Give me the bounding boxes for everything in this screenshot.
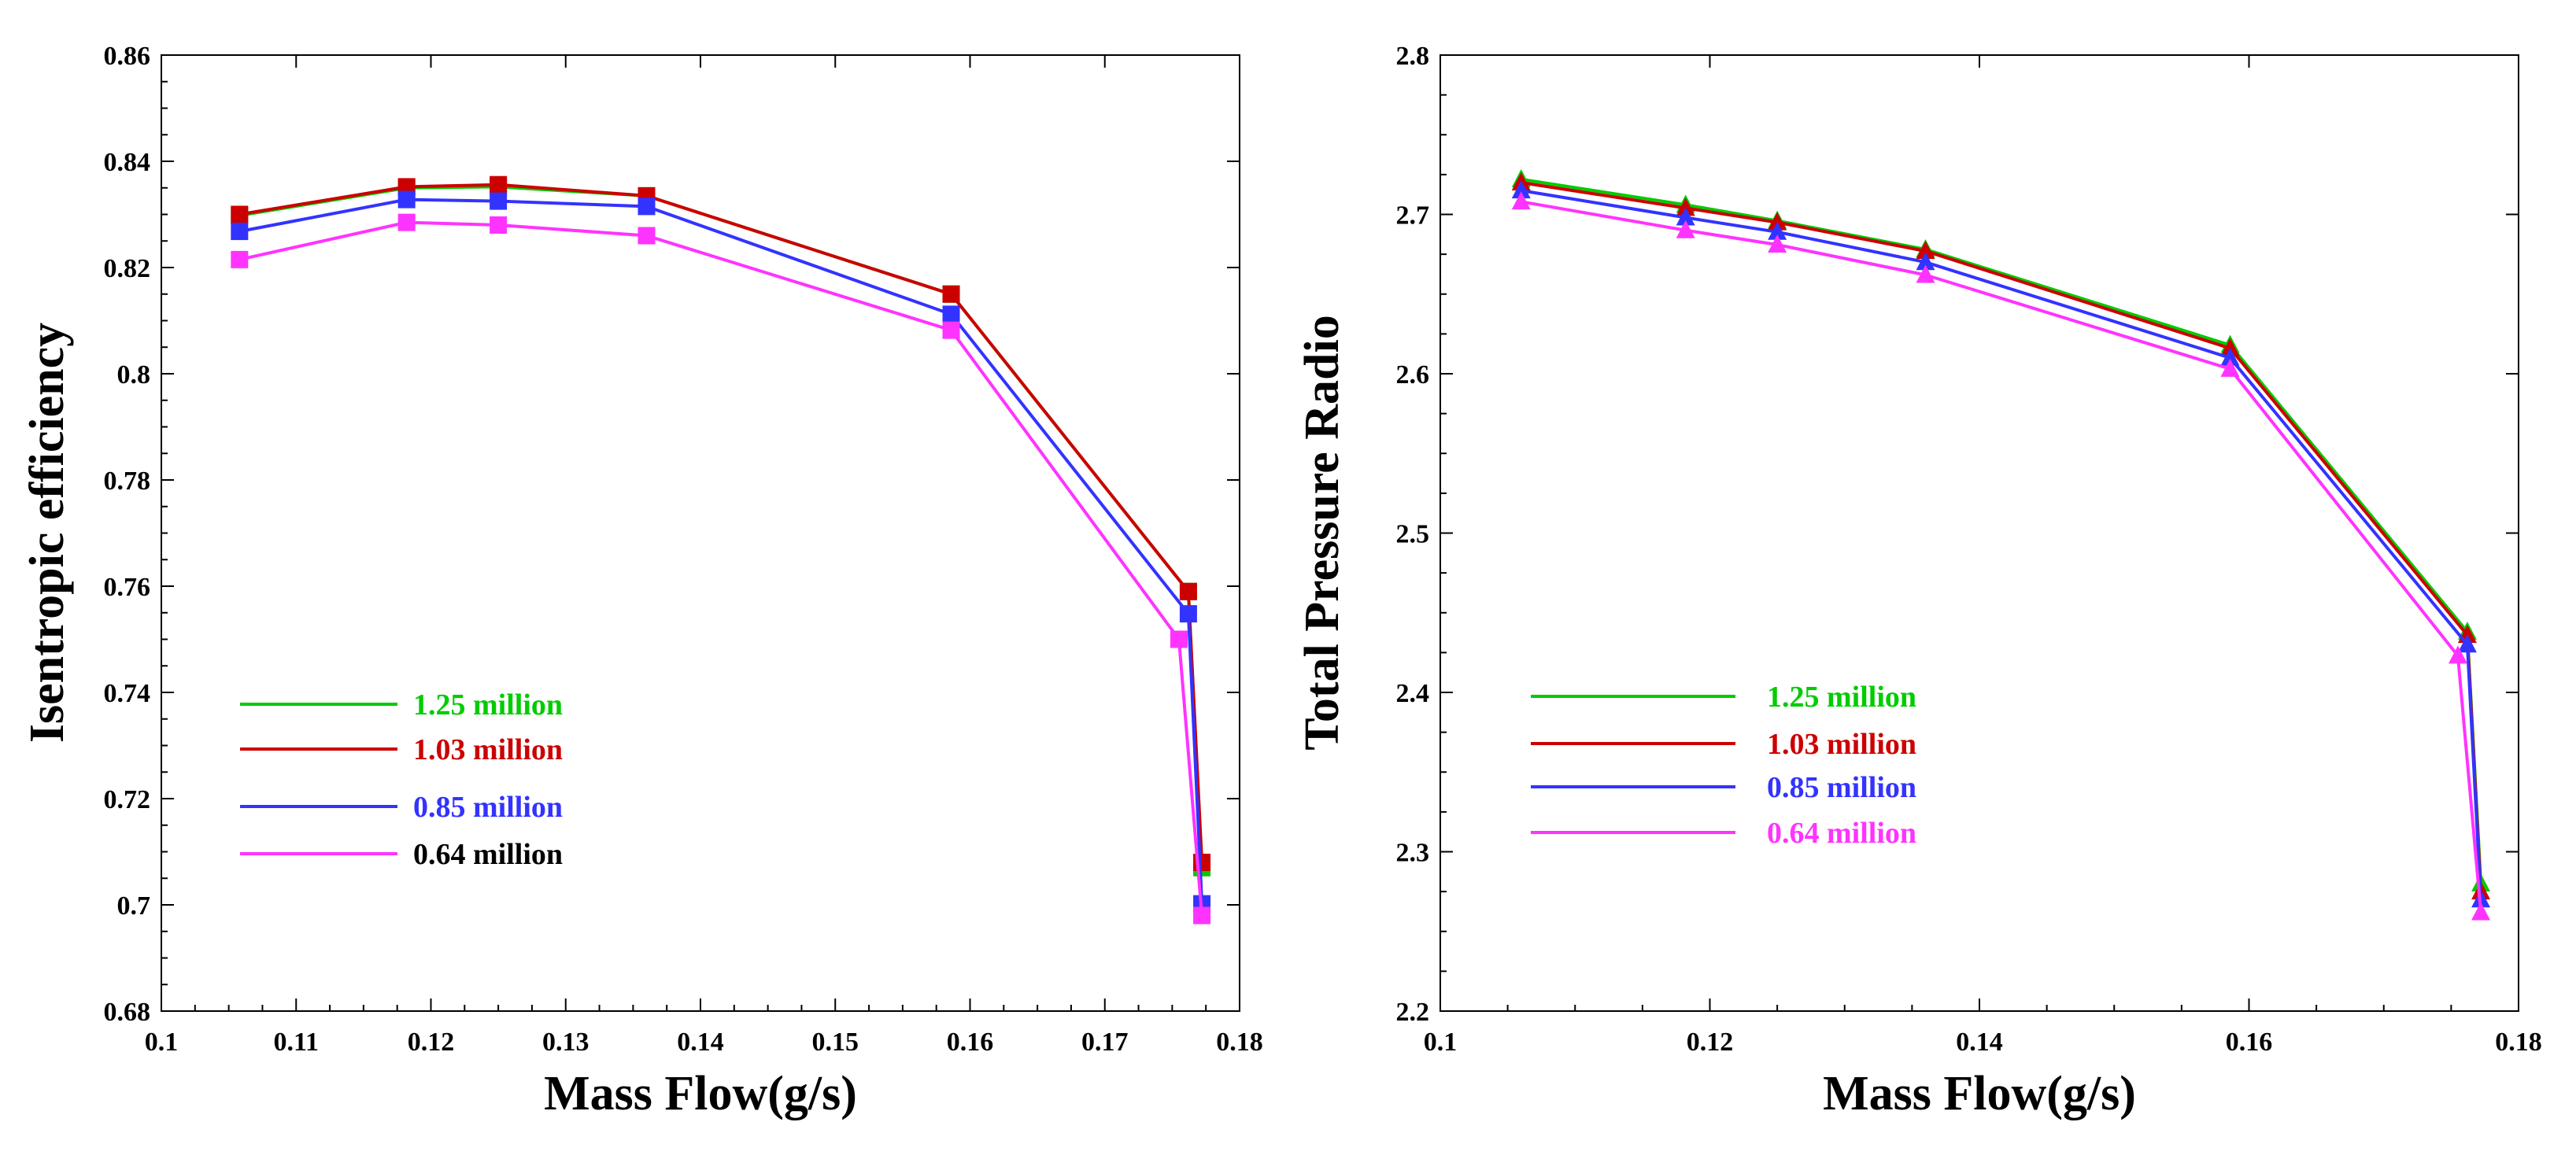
right-x-tick-label: 0.16	[2226, 1028, 2273, 1057]
left-legend-label: 1.03 million	[413, 733, 563, 766]
left-data-point	[942, 321, 960, 339]
left-data-point	[1179, 582, 1197, 600]
left-x-tick-label: 0.17	[1081, 1028, 1129, 1057]
right-y-tick-label: 2.4	[1396, 679, 1430, 708]
left-chart: 0.1 0.11 0.12 0.13 0.14 0.15 0.16 0.17 0.18 0.68 0…	[20, 42, 1263, 1120]
left-y-tick-label: 0.68	[104, 998, 151, 1027]
left-x-tick-label: 0.11	[273, 1028, 319, 1057]
left-x-tick-label: 0.16	[947, 1028, 994, 1057]
right-plot-frame	[1440, 54, 2519, 1012]
left-legend-label: 1.25 million	[413, 688, 563, 722]
left-x-tick-label: 0.15	[812, 1028, 859, 1057]
right-chart: 0.1 0.12 0.14 0.16 0.18 2.2 2.3 2.4 2.5 2.6 2.7 2.8…	[1295, 42, 2542, 1120]
right-y-tick-label: 2.7	[1396, 201, 1430, 231]
right-data-point	[2220, 347, 2240, 366]
right-data-point	[1676, 220, 1695, 238]
right-y-axis-title: Total Pressure Radio	[1295, 315, 1349, 750]
left-data-point	[942, 285, 960, 303]
left-x-tick-label: 0.12	[408, 1028, 455, 1057]
left-x-tick-label: 0.13	[542, 1028, 589, 1057]
left-data-point	[231, 223, 249, 241]
right-legend-label: 0.85 million	[1767, 771, 1916, 804]
right-legend-label: 0.64 million	[1767, 817, 1916, 850]
left-data-point	[490, 216, 508, 234]
left-series-line-3	[238, 220, 1204, 916]
left-legend-label: 0.85 million	[413, 791, 563, 824]
right-y-tick-label: 2.6	[1396, 360, 1430, 389]
left-y-tick-label: 0.7	[117, 891, 151, 921]
left-data-point	[1170, 630, 1188, 648]
left-y-tick-label: 0.78	[104, 467, 151, 496]
left-data-point	[490, 192, 508, 210]
right-data-point	[1916, 241, 1935, 260]
right-data-point	[2220, 338, 2240, 356]
right-data-point	[2471, 902, 2491, 921]
right-data-point	[1916, 252, 1935, 271]
left-x-tick-label: 0.14	[677, 1028, 724, 1057]
left-x-tick-label: 0.1	[145, 1028, 179, 1057]
left-y-tick-label: 0.84	[104, 148, 151, 177]
left-data-point	[231, 205, 249, 223]
right-x-tick-label: 0.12	[1687, 1028, 1734, 1057]
right-data-point	[1768, 234, 1787, 253]
right-series-line-1	[1521, 181, 2483, 892]
right-y-tick-label: 2.5	[1396, 520, 1430, 549]
left-data-point	[638, 197, 656, 216]
left-y-tick-label: 0.8	[117, 360, 151, 389]
left-y-tick-label: 0.74	[104, 679, 151, 708]
right-x-axis-title: Mass Flow(g/s)	[1823, 1067, 2136, 1120]
left-y-tick-label: 0.86	[104, 42, 151, 71]
left-series-line-0	[238, 185, 1204, 868]
left-data-point	[490, 175, 508, 194]
right-data-point	[1768, 221, 1787, 240]
left-data-point	[1193, 906, 1211, 925]
left-data-point	[942, 305, 960, 323]
right-data-point	[1511, 191, 1531, 210]
left-x-axis-title: Mass Flow(g/s)	[544, 1067, 857, 1120]
left-y-axis-title: Isentropic efficiency	[20, 323, 74, 743]
left-data-point	[231, 250, 249, 268]
left-y-tick-label: 0.72	[104, 785, 151, 814]
right-y-tick-label: 2.3	[1396, 839, 1430, 868]
right-y-tick-label: 2.2	[1396, 998, 1430, 1027]
right-data-point	[1916, 264, 1935, 283]
right-legend-label: 1.25 million	[1767, 681, 1916, 714]
left-series-line-1	[238, 183, 1204, 863]
right-series-line-3	[1521, 200, 2483, 913]
right-legend-label: 1.03 million	[1767, 728, 1916, 761]
left-data-point	[1179, 605, 1197, 623]
right-x-tick-label: 0.1	[1424, 1028, 1458, 1057]
right-data-point	[2220, 358, 2240, 377]
left-x-tick-label: 0.18	[1216, 1028, 1263, 1057]
right-x-tick-label: 0.18	[2495, 1028, 2542, 1057]
left-series-line-2	[238, 197, 1204, 904]
left-legend-label: 0.64 million	[413, 838, 563, 871]
left-y-tick-label: 0.76	[104, 573, 151, 602]
right-data-point	[1511, 180, 1531, 199]
left-data-point	[638, 227, 656, 245]
right-data-point	[2448, 645, 2467, 664]
right-y-tick-label: 2.8	[1396, 42, 1430, 71]
left-y-tick-label: 0.82	[104, 254, 151, 283]
right-data-point	[2457, 634, 2477, 653]
left-data-point	[397, 213, 416, 231]
left-plot-frame	[161, 54, 1240, 1012]
left-data-point	[397, 190, 416, 209]
right-x-tick-label: 0.14	[1956, 1028, 2003, 1057]
right-data-point	[1676, 207, 1695, 226]
right-data-point	[1676, 197, 1695, 216]
right-data-point	[1768, 212, 1787, 231]
